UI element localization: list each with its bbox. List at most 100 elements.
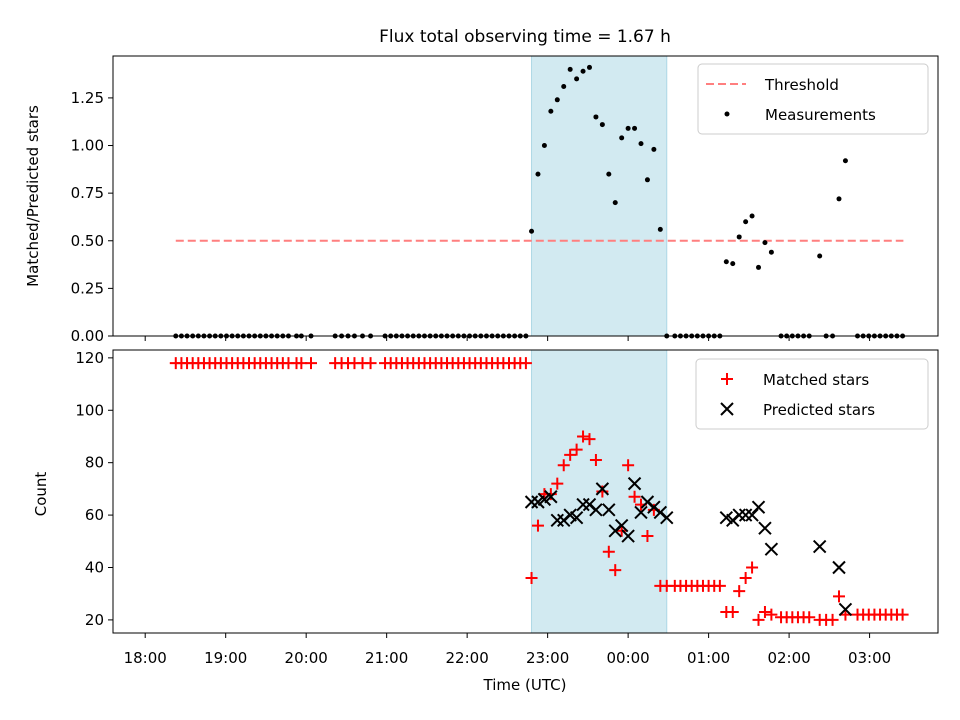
y-tick-label: 80 [85,454,104,472]
y-tick-label: 60 [85,506,104,524]
y-tick-label: 40 [85,558,104,576]
y-tick-label: 0.50 [71,232,104,250]
measurement-point [574,76,580,82]
matched-star-point [577,430,590,443]
y-tick-label: 1.25 [71,89,104,107]
measurement-point [736,234,742,240]
measurement-point [535,171,541,177]
matched-star-point [602,545,615,558]
measurement-point [638,141,644,147]
measurement-point [541,143,547,149]
y-axis-label: Count [32,472,50,517]
x-axis-label: Time (UTC) [483,676,567,694]
measurement-point [723,259,729,265]
predicted-star-point [634,505,648,520]
predicted-star-point [812,539,827,554]
measurement-point [651,146,657,152]
matched-star-point [557,459,570,472]
matched-star-points [169,357,909,626]
legend-box [695,358,929,430]
matched-star-point [531,519,544,532]
observing-window-span [531,55,668,337]
predicted-star-point [627,476,642,491]
x-tick-label: 00:00 [607,649,650,667]
measurement-point [842,158,848,164]
measurement-point [619,135,625,141]
x-tick-label: 19:00 [204,649,247,667]
matched-star-point [583,433,596,446]
x-tick-label: 18:00 [124,649,167,667]
legend-threshold-label: Threshold [764,76,839,94]
legend-box [697,63,929,135]
measurement-point [567,66,573,72]
y-tick-label: 0.75 [71,184,104,202]
measurement-point [625,125,631,131]
predicted-star-point [758,521,772,535]
matched-star-point [739,571,752,584]
matched-star-point [826,613,839,626]
predicted-star-point [614,518,629,533]
matched-star-point [733,585,746,598]
measurement-point [762,240,768,246]
predicted-star-point [745,508,759,522]
matched-star-point [570,443,583,456]
predicted-star-point [524,495,539,509]
matched-star-point [519,357,532,370]
x-tick-label: 21:00 [365,649,408,667]
predicted-star-point [832,560,846,575]
matched-star-point [803,611,816,624]
predicted-star-point [751,500,766,514]
measurement-point [586,64,592,70]
chart-title: Flux total observing time = 1.67 h [379,27,671,47]
matched-star-point [305,357,317,370]
y-tick-label: 100 [75,401,104,419]
x-tick-label: 20:00 [285,649,328,667]
x-axis-ticks-top [144,336,871,341]
predicted-star-points [524,476,853,617]
ratio-panel: 0.00 0.25 0.50 0.75 1.00 1.25 Matched/Predict… [24,55,939,345]
measurement-point [817,253,823,259]
predicted-star-point [569,510,584,525]
x-axis-ticks: 18:00 19:00 20:00 21:00 22:00 23:00 00:00 01:00… [124,633,891,667]
predicted-star-point [732,508,746,522]
legend-predicted-label: Predicted stars [763,401,875,419]
predicted-star-point [576,497,590,512]
x-tick-label: 01:00 [687,649,730,667]
matched-star-point [726,606,739,619]
measurement-point [644,177,650,183]
x-tick-label: 03:00 [848,649,891,667]
predicted-star-point [621,529,635,543]
matched-star-point [758,606,771,619]
plot-frame [112,349,939,634]
measurement-point [606,171,612,177]
matched-star-point [564,448,577,461]
matched-star-point [628,490,641,503]
measurement-point [657,226,663,232]
predicted-star-point [595,482,610,496]
y-tick-label: 0.25 [71,279,104,297]
x-tick-label: 23:00 [526,649,569,667]
measurement-point [580,68,586,74]
y-tick-label: 120 [75,349,104,367]
predicted-star-point [764,542,779,556]
matched-star-point [525,571,538,584]
x-tick-label: 02:00 [767,649,810,667]
matched-star-point [896,608,909,621]
x-tick-label: 22:00 [446,649,489,667]
measurement-point [632,125,638,131]
predicted-star-point [738,508,753,522]
measurement-point [561,83,567,89]
predicted-star-point [660,510,674,525]
measurement-point [599,122,605,128]
predicted-star-point [550,513,565,528]
measurement-point [749,213,755,219]
measurement-point [768,249,774,255]
predicted-star-point [589,503,603,517]
legend-measurement-label: Measurements [765,106,876,124]
predicted-star-point [602,503,616,517]
legend-measurement-swatch [724,111,730,117]
measurement-point [743,219,749,225]
legend-matched-swatch [721,373,733,385]
measurement-point [756,264,762,270]
